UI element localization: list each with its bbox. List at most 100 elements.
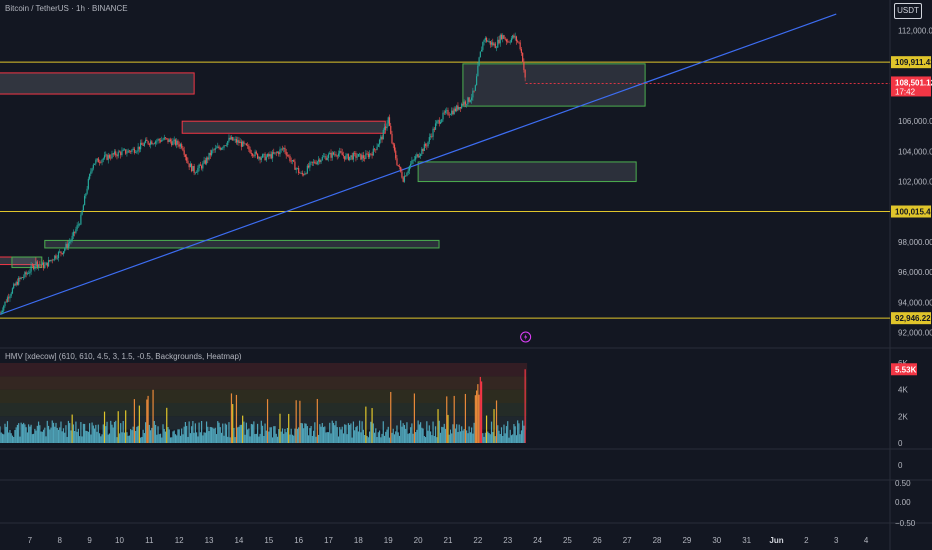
volume-bar xyxy=(357,431,359,443)
candle-body xyxy=(452,110,454,115)
volume-bar xyxy=(334,425,336,443)
volume-bar xyxy=(162,424,164,443)
volume-bar xyxy=(0,432,2,443)
volume-bar xyxy=(44,427,46,443)
candle-body xyxy=(385,127,387,129)
candle-body xyxy=(41,262,43,266)
time-tick-label: 20 xyxy=(414,536,423,545)
candle-body xyxy=(401,171,403,178)
candle-body xyxy=(84,196,86,206)
candle-body xyxy=(244,143,246,145)
volume-bar xyxy=(368,431,371,443)
volume-bar xyxy=(284,428,286,443)
candle-body xyxy=(317,159,320,162)
candle-body xyxy=(112,153,114,155)
candle-body xyxy=(449,114,452,116)
candle-body xyxy=(437,120,439,122)
candle-body xyxy=(8,297,10,299)
candle-body xyxy=(375,149,377,151)
volume-bar xyxy=(95,424,97,443)
candle-body xyxy=(341,152,343,156)
candle-body xyxy=(365,153,367,159)
volume-bar xyxy=(488,433,490,443)
volume-bar xyxy=(340,429,342,443)
candle-body xyxy=(218,146,220,149)
candle-body xyxy=(304,173,306,175)
candle-body xyxy=(92,164,94,169)
indicator-label: HMV [xdecow] (610, 610, 4.5, 3, 1.5, -0.… xyxy=(5,352,242,361)
candle-body xyxy=(381,136,383,140)
candle-body xyxy=(281,148,284,150)
volume-bar xyxy=(88,423,91,443)
volume-bar xyxy=(303,428,305,443)
candle-body xyxy=(102,158,104,160)
volume-bar xyxy=(512,434,514,443)
volume-bar xyxy=(514,426,516,443)
candle-body xyxy=(28,273,30,274)
volume-bar xyxy=(218,422,220,443)
volume-bar xyxy=(171,437,173,443)
volume-bar xyxy=(51,420,53,443)
volume-bar xyxy=(301,423,303,443)
candle-body xyxy=(106,154,108,160)
candle-body xyxy=(393,144,396,151)
candle-body xyxy=(362,155,364,159)
volume-bar xyxy=(335,420,337,443)
volume-bar xyxy=(429,431,432,443)
candle-body xyxy=(166,138,168,139)
candle-body xyxy=(294,161,296,170)
volume-bar xyxy=(482,433,484,443)
candle-body xyxy=(354,152,356,154)
volume-bar xyxy=(39,425,41,443)
candle-body xyxy=(314,161,316,164)
candle-body xyxy=(192,166,194,172)
volume-bar xyxy=(164,431,167,443)
candle-body xyxy=(108,155,111,158)
volume-bar xyxy=(125,410,127,443)
currency-badge[interactable]: USDT xyxy=(894,3,922,19)
volume-bar xyxy=(436,437,438,443)
time-tick-label: 23 xyxy=(503,536,512,545)
candle-body xyxy=(522,52,524,62)
volume-bar xyxy=(382,421,384,443)
volume-bar xyxy=(46,420,48,443)
candle-body xyxy=(447,110,449,115)
volume-bar xyxy=(60,421,62,443)
candle-body xyxy=(243,141,245,144)
candle-body xyxy=(52,259,55,261)
volume-bar xyxy=(461,426,463,443)
candle-body xyxy=(32,265,35,269)
candle-body xyxy=(222,147,224,149)
candle-body xyxy=(265,156,267,161)
volume-bar xyxy=(148,424,150,443)
volume-bar xyxy=(317,434,320,443)
volume-bar xyxy=(433,435,435,443)
candle-body xyxy=(157,139,159,141)
candle-body xyxy=(174,139,177,145)
volume-bar xyxy=(5,426,7,443)
volume-bar xyxy=(421,427,423,443)
volume-bar xyxy=(331,420,333,443)
candle-body xyxy=(118,151,121,153)
volume-bar xyxy=(281,428,284,443)
candle-body xyxy=(128,150,131,152)
volume-bar xyxy=(311,435,313,443)
candle-body xyxy=(345,155,347,160)
candle-body xyxy=(366,153,368,155)
volume-bar xyxy=(490,421,493,443)
volume-bar xyxy=(54,426,56,443)
volume-bar xyxy=(443,423,445,443)
candle-body xyxy=(98,162,101,164)
volume-bar xyxy=(312,430,315,443)
candle-body xyxy=(507,41,509,43)
candle-body xyxy=(487,41,489,42)
volume-bar xyxy=(11,435,14,443)
candle-body xyxy=(142,144,144,146)
volume-bar xyxy=(23,422,25,443)
volume-bar xyxy=(332,422,335,443)
candle-body xyxy=(258,156,260,159)
candle-body xyxy=(295,168,297,170)
candle-body xyxy=(62,251,65,255)
candle-body xyxy=(13,284,15,289)
